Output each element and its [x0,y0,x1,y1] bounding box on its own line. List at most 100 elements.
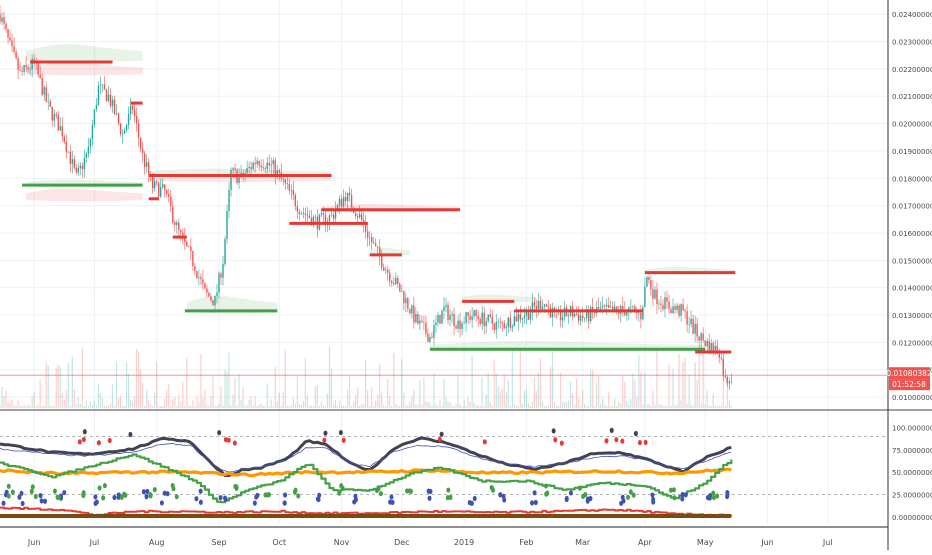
candle-body [491,316,493,324]
oscillator-tick-label: 100.00000000 [892,424,932,432]
candle-body [119,123,122,135]
candle-body [77,167,80,173]
candle-body [218,273,220,293]
candle-body [220,273,222,278]
volume-bar [493,359,495,408]
candle-body [65,141,67,152]
candle-body [539,300,542,309]
signal-dot [628,489,633,495]
volume-bar [435,404,437,408]
volume-bar [668,364,670,408]
volume-bar [712,393,714,408]
volume-bar [453,405,455,408]
candle-body [608,305,610,308]
volume-bar [47,365,49,408]
candle-body [515,316,518,322]
candle-body [370,237,373,243]
candle-body [364,224,367,232]
volume-bar [121,405,124,408]
candle-body [39,74,41,78]
oscillator-axis[interactable]: 100.00000000 75.00000000 50.00000000 25.000… [892,424,932,521]
volume-bar [511,349,513,408]
signal-dot [81,492,86,499]
volume-bar [180,402,182,408]
volume-bar [123,406,126,408]
volume-bar [25,405,27,408]
volume-bar [158,406,160,408]
volume-bar [445,397,447,408]
volume-bar [580,406,582,408]
volume-bar [350,406,353,408]
candle-body [288,184,291,191]
signal-dot [427,495,432,501]
candle-body [49,101,51,107]
volume-bar [409,401,411,408]
candle-body [97,85,100,106]
volume-bar [355,394,357,408]
candle-body [176,222,178,226]
volume-bar [700,403,702,408]
signal-dot [152,487,157,493]
volume-bar [152,405,154,408]
candle-body [228,189,230,212]
candle-body [145,162,148,167]
volume-bar [632,373,634,408]
candle-body [0,14,1,22]
candle-body [668,301,670,310]
signal-dot [107,437,112,444]
candle-body [455,326,457,329]
volume-bar [547,405,550,408]
volume-bar [276,401,278,408]
candle-body [234,168,236,171]
signal-dot [530,500,535,506]
volume-bar [551,351,554,408]
candle-body [431,337,433,338]
volume-bar [162,405,164,408]
candle-body [411,305,413,314]
volume-bar [505,391,507,408]
candle-body [644,286,646,308]
price-tick-label: 0.01400000 [892,285,932,293]
volume-bar [582,389,584,408]
candle-body [47,101,49,102]
volume-bar [264,405,266,408]
candle-body [529,312,532,320]
signal-dot [467,500,472,506]
volume-bar [724,405,726,408]
time-axis[interactable]: Jun Jul Aug Sep Oct Nov Dec 2019 Feb Mar Apr May Jun… [27,538,833,547]
candle-body [708,341,710,353]
volume-bar [63,399,65,408]
signal-dot [39,498,44,504]
candle-body [579,315,582,321]
volume-bar [642,405,644,408]
candle-body [262,167,264,169]
volume-bar [178,394,180,408]
signal-dot [33,493,38,500]
signal-dot [82,429,87,435]
candle-body [471,316,473,320]
signal-dot [322,437,327,443]
volume-bar [71,356,73,408]
candle-body [417,313,419,324]
volume-bar [5,390,7,408]
volume-bar [475,405,477,408]
candle-body [567,315,570,317]
volume-bar [320,401,323,408]
volume-bar [290,405,292,408]
signal-dot [141,489,146,495]
volume-bar [55,367,57,408]
volume-bar [160,405,162,408]
candle-body [296,206,299,212]
volume-bar [620,403,622,408]
volume-bar [172,399,174,408]
volume-bar [461,405,463,408]
volume-bar [340,406,343,408]
volume-bar [676,404,678,408]
volume-bar [224,369,226,408]
price-axis[interactable]: 0.02400000 0.02300000 0.02200000 0.02100000… [892,11,932,402]
volume-bar [117,398,120,408]
volume-bar [208,405,210,408]
volume-bar [21,405,23,408]
